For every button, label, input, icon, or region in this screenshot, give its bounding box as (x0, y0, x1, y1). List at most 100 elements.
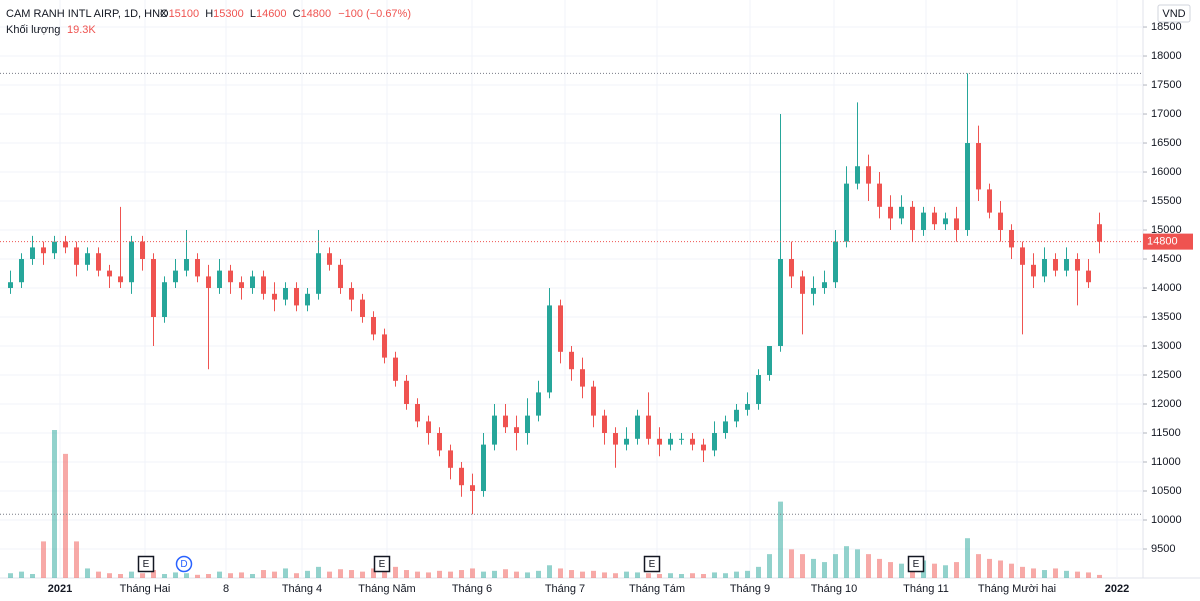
volume-bar (745, 570, 750, 578)
event-label[interactable]: E (649, 559, 656, 570)
candle-body (96, 253, 101, 271)
currency[interactable]: VND (1162, 8, 1185, 20)
y-tick-label: 14500 (1151, 253, 1182, 265)
candle-body (877, 183, 882, 207)
candle-body (635, 415, 640, 439)
event-label[interactable]: E (143, 559, 150, 570)
volume-bar (1053, 568, 1058, 578)
volume-bar (327, 571, 332, 578)
candle-body (624, 438, 629, 445)
candle-body (1064, 259, 1069, 271)
candle-body (910, 206, 915, 231)
event-marker[interactable] (907, 555, 925, 573)
volume-bar (646, 573, 651, 578)
event-label[interactable]: E (913, 559, 920, 570)
x-tick-label: Tháng Tám (629, 583, 685, 595)
volume-bar (338, 569, 343, 578)
candle-body (448, 450, 453, 468)
x-tick-label: 8 (223, 583, 229, 595)
candle-body (778, 259, 783, 347)
volume-bar (877, 558, 882, 578)
volume-bar (789, 549, 794, 578)
candle-body (129, 241, 134, 283)
candle-body (899, 206, 904, 219)
volume-bar (30, 574, 35, 578)
x-tick-label: 2022 (1105, 583, 1129, 595)
candle-body (107, 270, 112, 277)
volume-bar (536, 570, 541, 578)
y-tick-label: 15000 (1151, 224, 1182, 236)
candle-body (426, 421, 431, 434)
candle-body (239, 282, 244, 289)
candle-body (580, 369, 585, 387)
y-tick-label: 17000 (1151, 108, 1182, 120)
candle-body (866, 166, 871, 184)
candle-body (921, 212, 926, 231)
h-value: 15300 (213, 8, 244, 20)
volume-bar (8, 573, 13, 578)
volume-bar (833, 554, 838, 578)
volume-bar (558, 568, 563, 578)
candle-body (162, 282, 167, 318)
l-label: L (250, 8, 256, 20)
candle-body (382, 334, 387, 358)
y-tick-label: 17500 (1151, 79, 1182, 91)
candle-body (789, 259, 794, 277)
volume-bar (514, 571, 519, 578)
event-label[interactable]: D (180, 559, 187, 570)
candle-body (811, 288, 816, 294)
candle-body (305, 293, 310, 306)
x-tick-label: 2021 (48, 583, 72, 595)
candle-body (294, 288, 299, 306)
volume-bar (712, 572, 717, 578)
event-label[interactable]: E (379, 559, 386, 570)
volume-bar (1064, 570, 1069, 578)
x-tick-label: Tháng Năm (358, 583, 415, 595)
currency-box[interactable] (1157, 4, 1191, 23)
event-marker[interactable] (137, 555, 155, 573)
volume-bar (294, 573, 299, 578)
candle-body (734, 409, 739, 422)
volume-bar (525, 572, 530, 578)
event-marker[interactable] (643, 555, 661, 573)
volume-bar (668, 573, 673, 578)
volume-bar (932, 563, 937, 578)
candle-body (613, 433, 618, 445)
y-tick-label: 9500 (1151, 543, 1175, 555)
event-marker[interactable] (373, 555, 391, 573)
volume-bar (371, 568, 376, 578)
volume-bar (393, 566, 398, 578)
x-tick-label: Tháng 10 (811, 583, 857, 595)
volume-bar (305, 570, 310, 578)
volume-bar (800, 554, 805, 578)
volume-bar (822, 562, 827, 578)
volume-bar (690, 573, 695, 578)
volume-bar (811, 558, 816, 578)
volume-bar (316, 566, 321, 578)
candle-body (569, 351, 574, 370)
candle-body (800, 276, 805, 294)
volume-bar (118, 574, 123, 578)
volume-bar (624, 571, 629, 578)
candle-body (459, 467, 464, 486)
volume-bar (173, 572, 178, 578)
volume-bar (448, 571, 453, 578)
event-marker[interactable] (175, 555, 193, 573)
x-tick-label: Tháng Hai (120, 583, 171, 595)
x-tick-label: Tháng 4 (282, 583, 322, 595)
candle-body (1053, 259, 1058, 271)
change: −100 (−0.67%) (338, 8, 411, 20)
candle-body (261, 276, 266, 294)
volume-bar (767, 554, 772, 578)
candle-body (679, 438, 684, 440)
volume-bar (844, 546, 849, 578)
volume-bar (74, 541, 79, 578)
candle-body (602, 415, 607, 434)
candle-body (976, 143, 981, 190)
volume-bar (756, 566, 761, 578)
volume-value: 19.3K (67, 24, 96, 36)
candle-body (503, 415, 508, 428)
candle-body (8, 282, 13, 289)
h-label: H (205, 8, 213, 20)
